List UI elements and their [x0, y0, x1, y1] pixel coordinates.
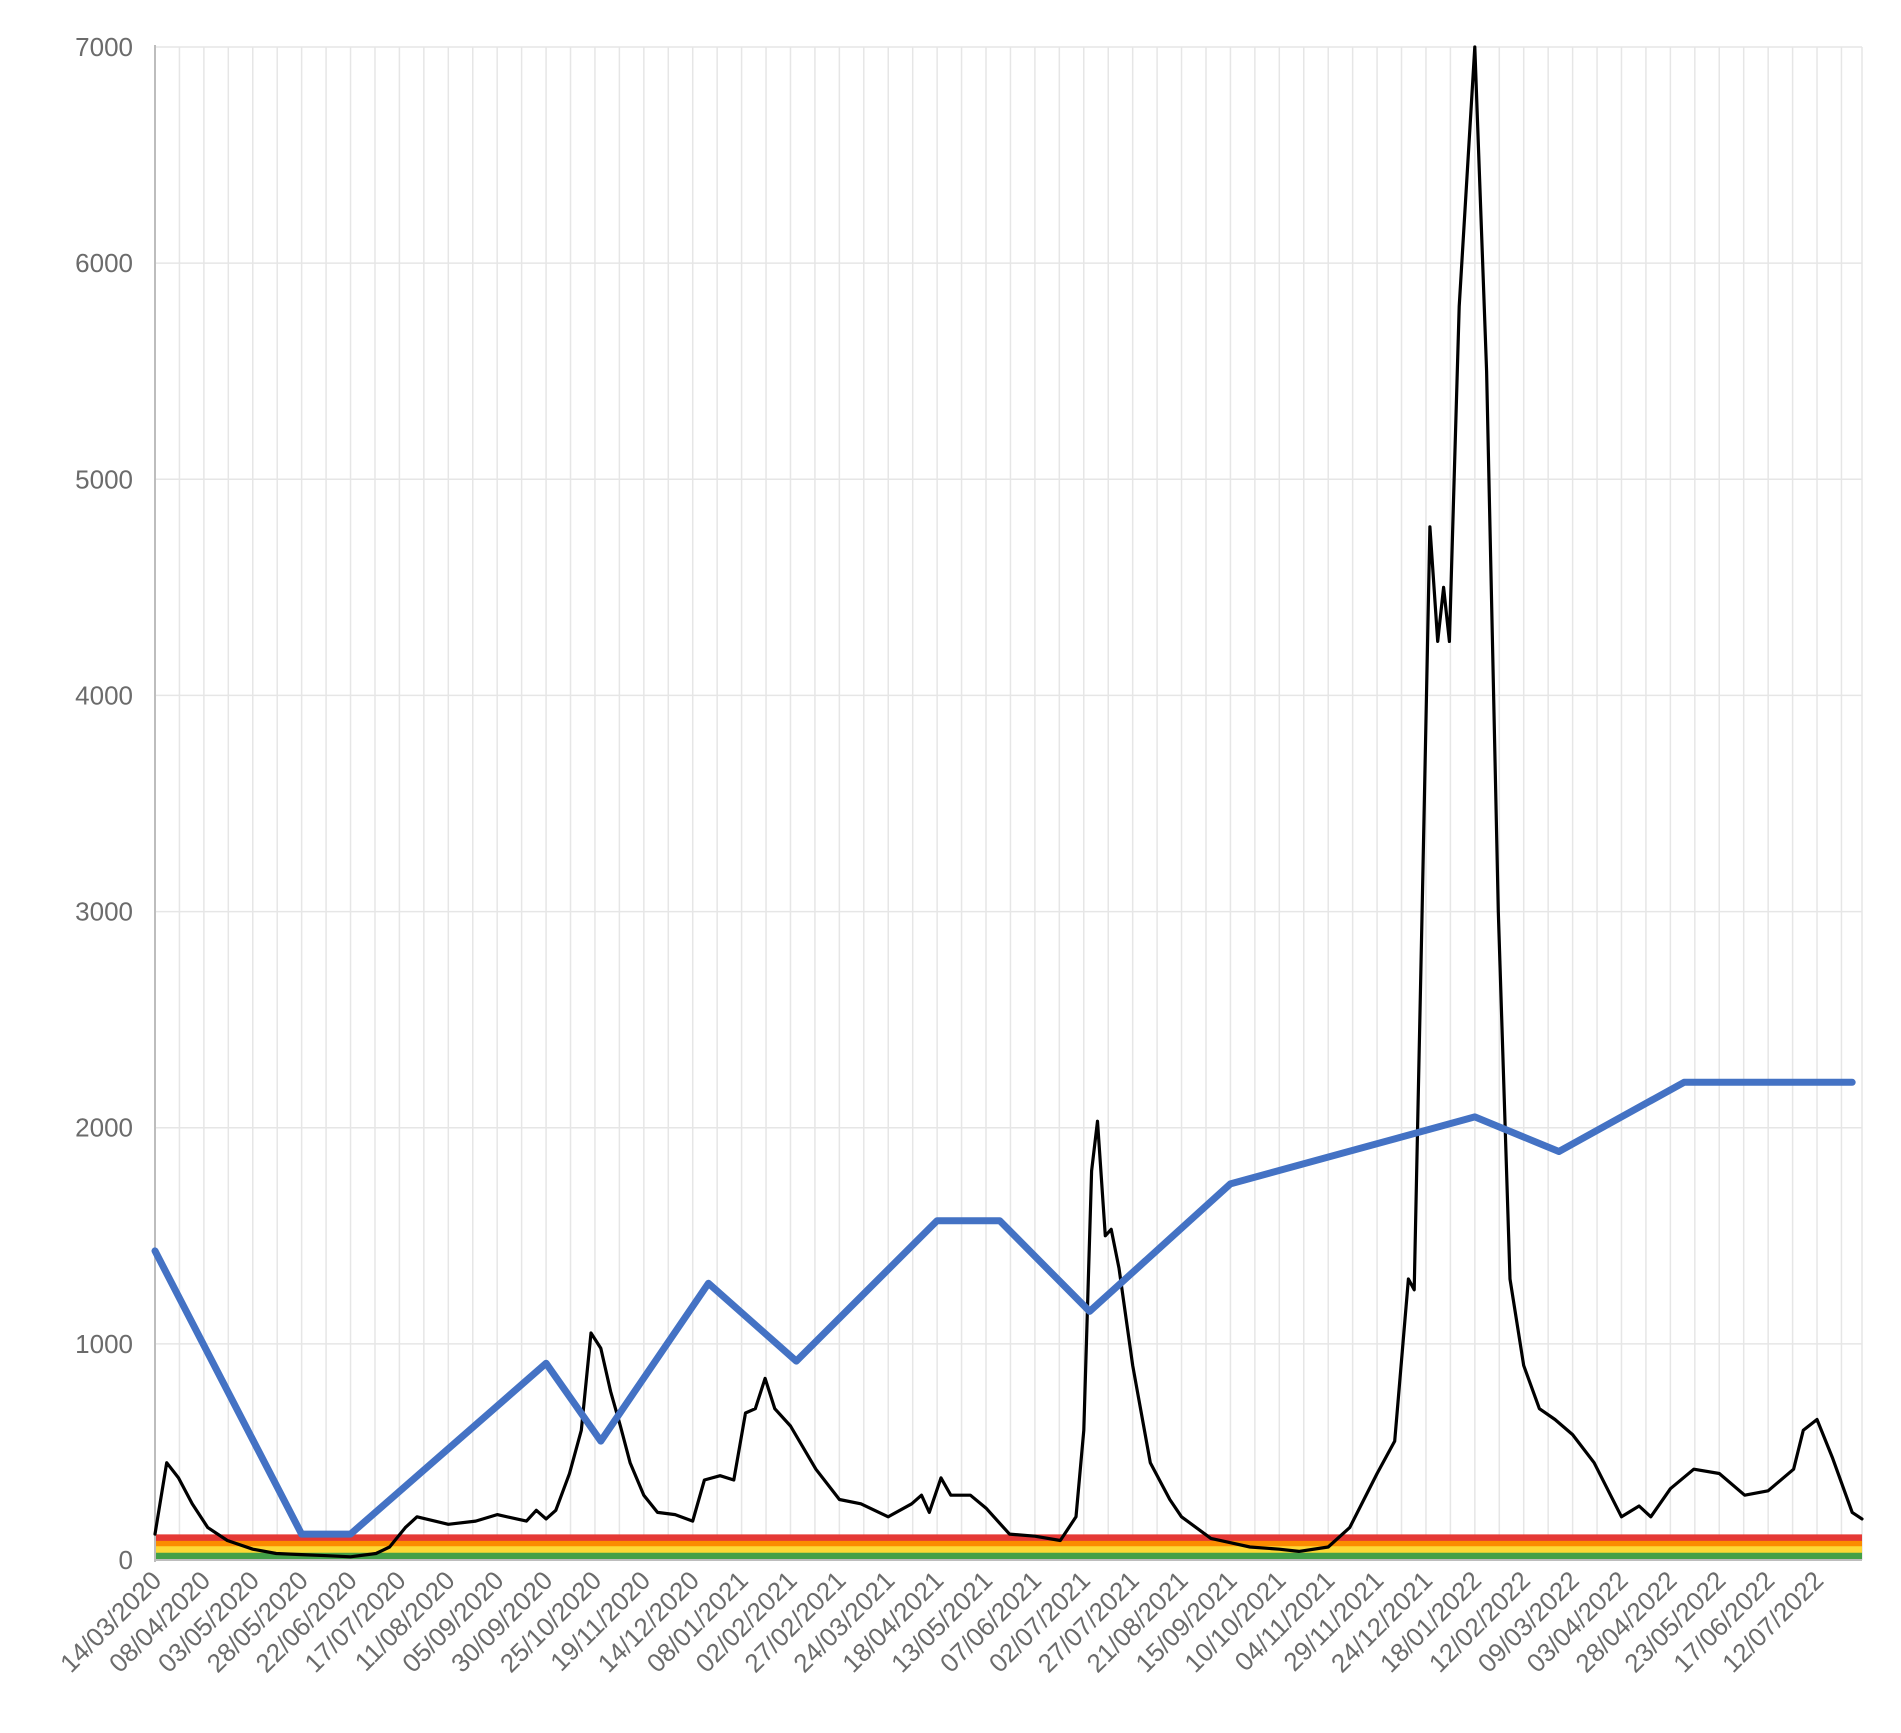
y-tick-label: 0 [119, 1545, 133, 1575]
y-tick-labels: 0 1000 2000 3000 4000 5000 6000 7000 [75, 32, 133, 1575]
data-series [151, 45, 1864, 1559]
x-gridlines [154, 47, 1863, 1560]
y-tick-label: 6000 [75, 248, 133, 278]
series-line-black [153, 45, 1864, 1559]
threshold-bands [155, 1534, 1862, 1561]
x-tick-labels: 14/03/202008/04/202003/05/202028/05/2020… [54, 1565, 1829, 1678]
y-tick-label: 3000 [75, 897, 133, 927]
y-tick-label: 4000 [75, 680, 133, 710]
y-tick-label: 1000 [75, 1329, 133, 1359]
series-line-blue [151, 1078, 1856, 1538]
axes [154, 45, 1862, 1562]
y-tick-label: 5000 [75, 464, 133, 494]
y-gridlines [155, 46, 1862, 1561]
y-tick-label: 7000 [75, 32, 133, 62]
y-tick-label: 2000 [75, 1113, 133, 1143]
